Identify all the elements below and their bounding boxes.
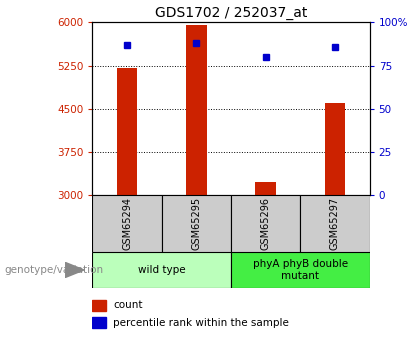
Text: genotype/variation: genotype/variation — [4, 265, 103, 275]
FancyBboxPatch shape — [162, 195, 231, 252]
Bar — [325, 103, 345, 195]
FancyBboxPatch shape — [300, 195, 370, 252]
Bar — [255, 182, 276, 195]
Text: GSM65297: GSM65297 — [330, 197, 340, 250]
FancyBboxPatch shape — [231, 195, 300, 252]
Bar — [117, 68, 137, 195]
Text: GSM65295: GSM65295 — [192, 197, 201, 250]
Text: count: count — [113, 300, 143, 310]
Bar — [186, 25, 207, 195]
Bar — [92, 317, 106, 328]
Title: GDS1702 / 252037_at: GDS1702 / 252037_at — [155, 6, 307, 20]
Text: wild type: wild type — [138, 265, 186, 275]
Text: percentile rank within the sample: percentile rank within the sample — [113, 318, 289, 327]
FancyBboxPatch shape — [231, 252, 370, 288]
Text: phyA phyB double
mutant: phyA phyB double mutant — [253, 259, 348, 281]
Bar — [92, 300, 106, 310]
Text: GSM65294: GSM65294 — [122, 197, 132, 250]
Polygon shape — [65, 262, 84, 277]
FancyBboxPatch shape — [92, 195, 162, 252]
Text: GSM65296: GSM65296 — [261, 197, 270, 250]
FancyBboxPatch shape — [92, 252, 231, 288]
